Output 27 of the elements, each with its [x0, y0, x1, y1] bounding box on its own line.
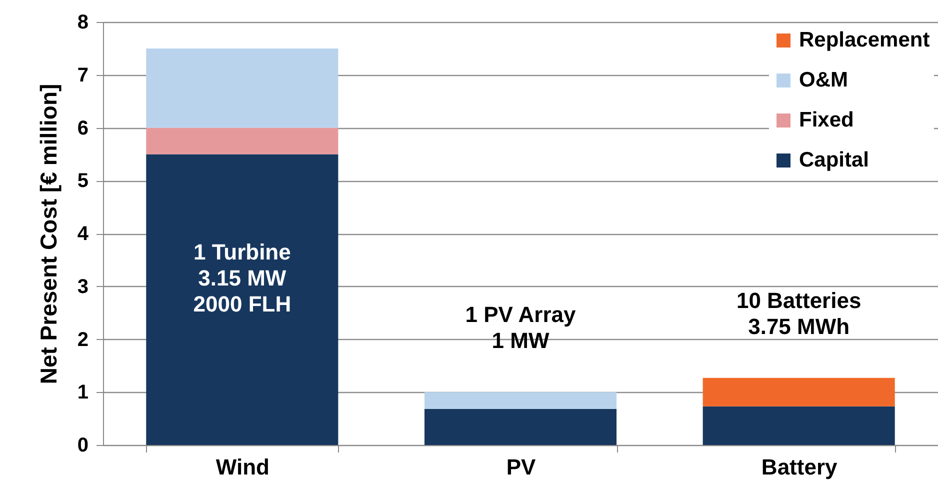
y-tick-label: 4 — [77, 223, 90, 245]
legend-label: O&M — [799, 68, 848, 92]
y-axis-title: Net Present Cost [€ million] — [35, 84, 62, 384]
bar — [702, 406, 895, 445]
y-tick-label: 7 — [77, 64, 88, 86]
legend-label: Capital — [799, 148, 870, 172]
y-tick-label: 5 — [77, 170, 88, 192]
bar — [146, 154, 338, 445]
bar — [424, 409, 617, 445]
bar — [146, 48, 338, 128]
legend-label: Replacement — [799, 28, 930, 52]
bar — [702, 378, 895, 406]
annotation: 1 PV Array 1 MW — [465, 302, 576, 354]
y-tick-label: 0 — [77, 434, 88, 456]
bar — [424, 392, 617, 410]
y-tick-label: 2 — [77, 328, 88, 351]
legend-label: Fixed — [799, 108, 854, 132]
x-tick-label: Battery — [761, 454, 838, 480]
y-tick-label: 8 — [77, 12, 88, 34]
y-tick-label: 1 — [77, 382, 88, 404]
annotation: 1 Turbine 3.15 MW 2000 FLH — [193, 239, 292, 316]
bar — [146, 128, 338, 154]
y-tick-label: 6 — [77, 117, 88, 140]
y-tick-label: 3 — [77, 276, 88, 298]
x-tick-label: PV — [506, 454, 536, 480]
x-tick-label: Wind — [216, 454, 270, 480]
annotation: 10 Batteries 3.75 MWh — [736, 288, 862, 339]
